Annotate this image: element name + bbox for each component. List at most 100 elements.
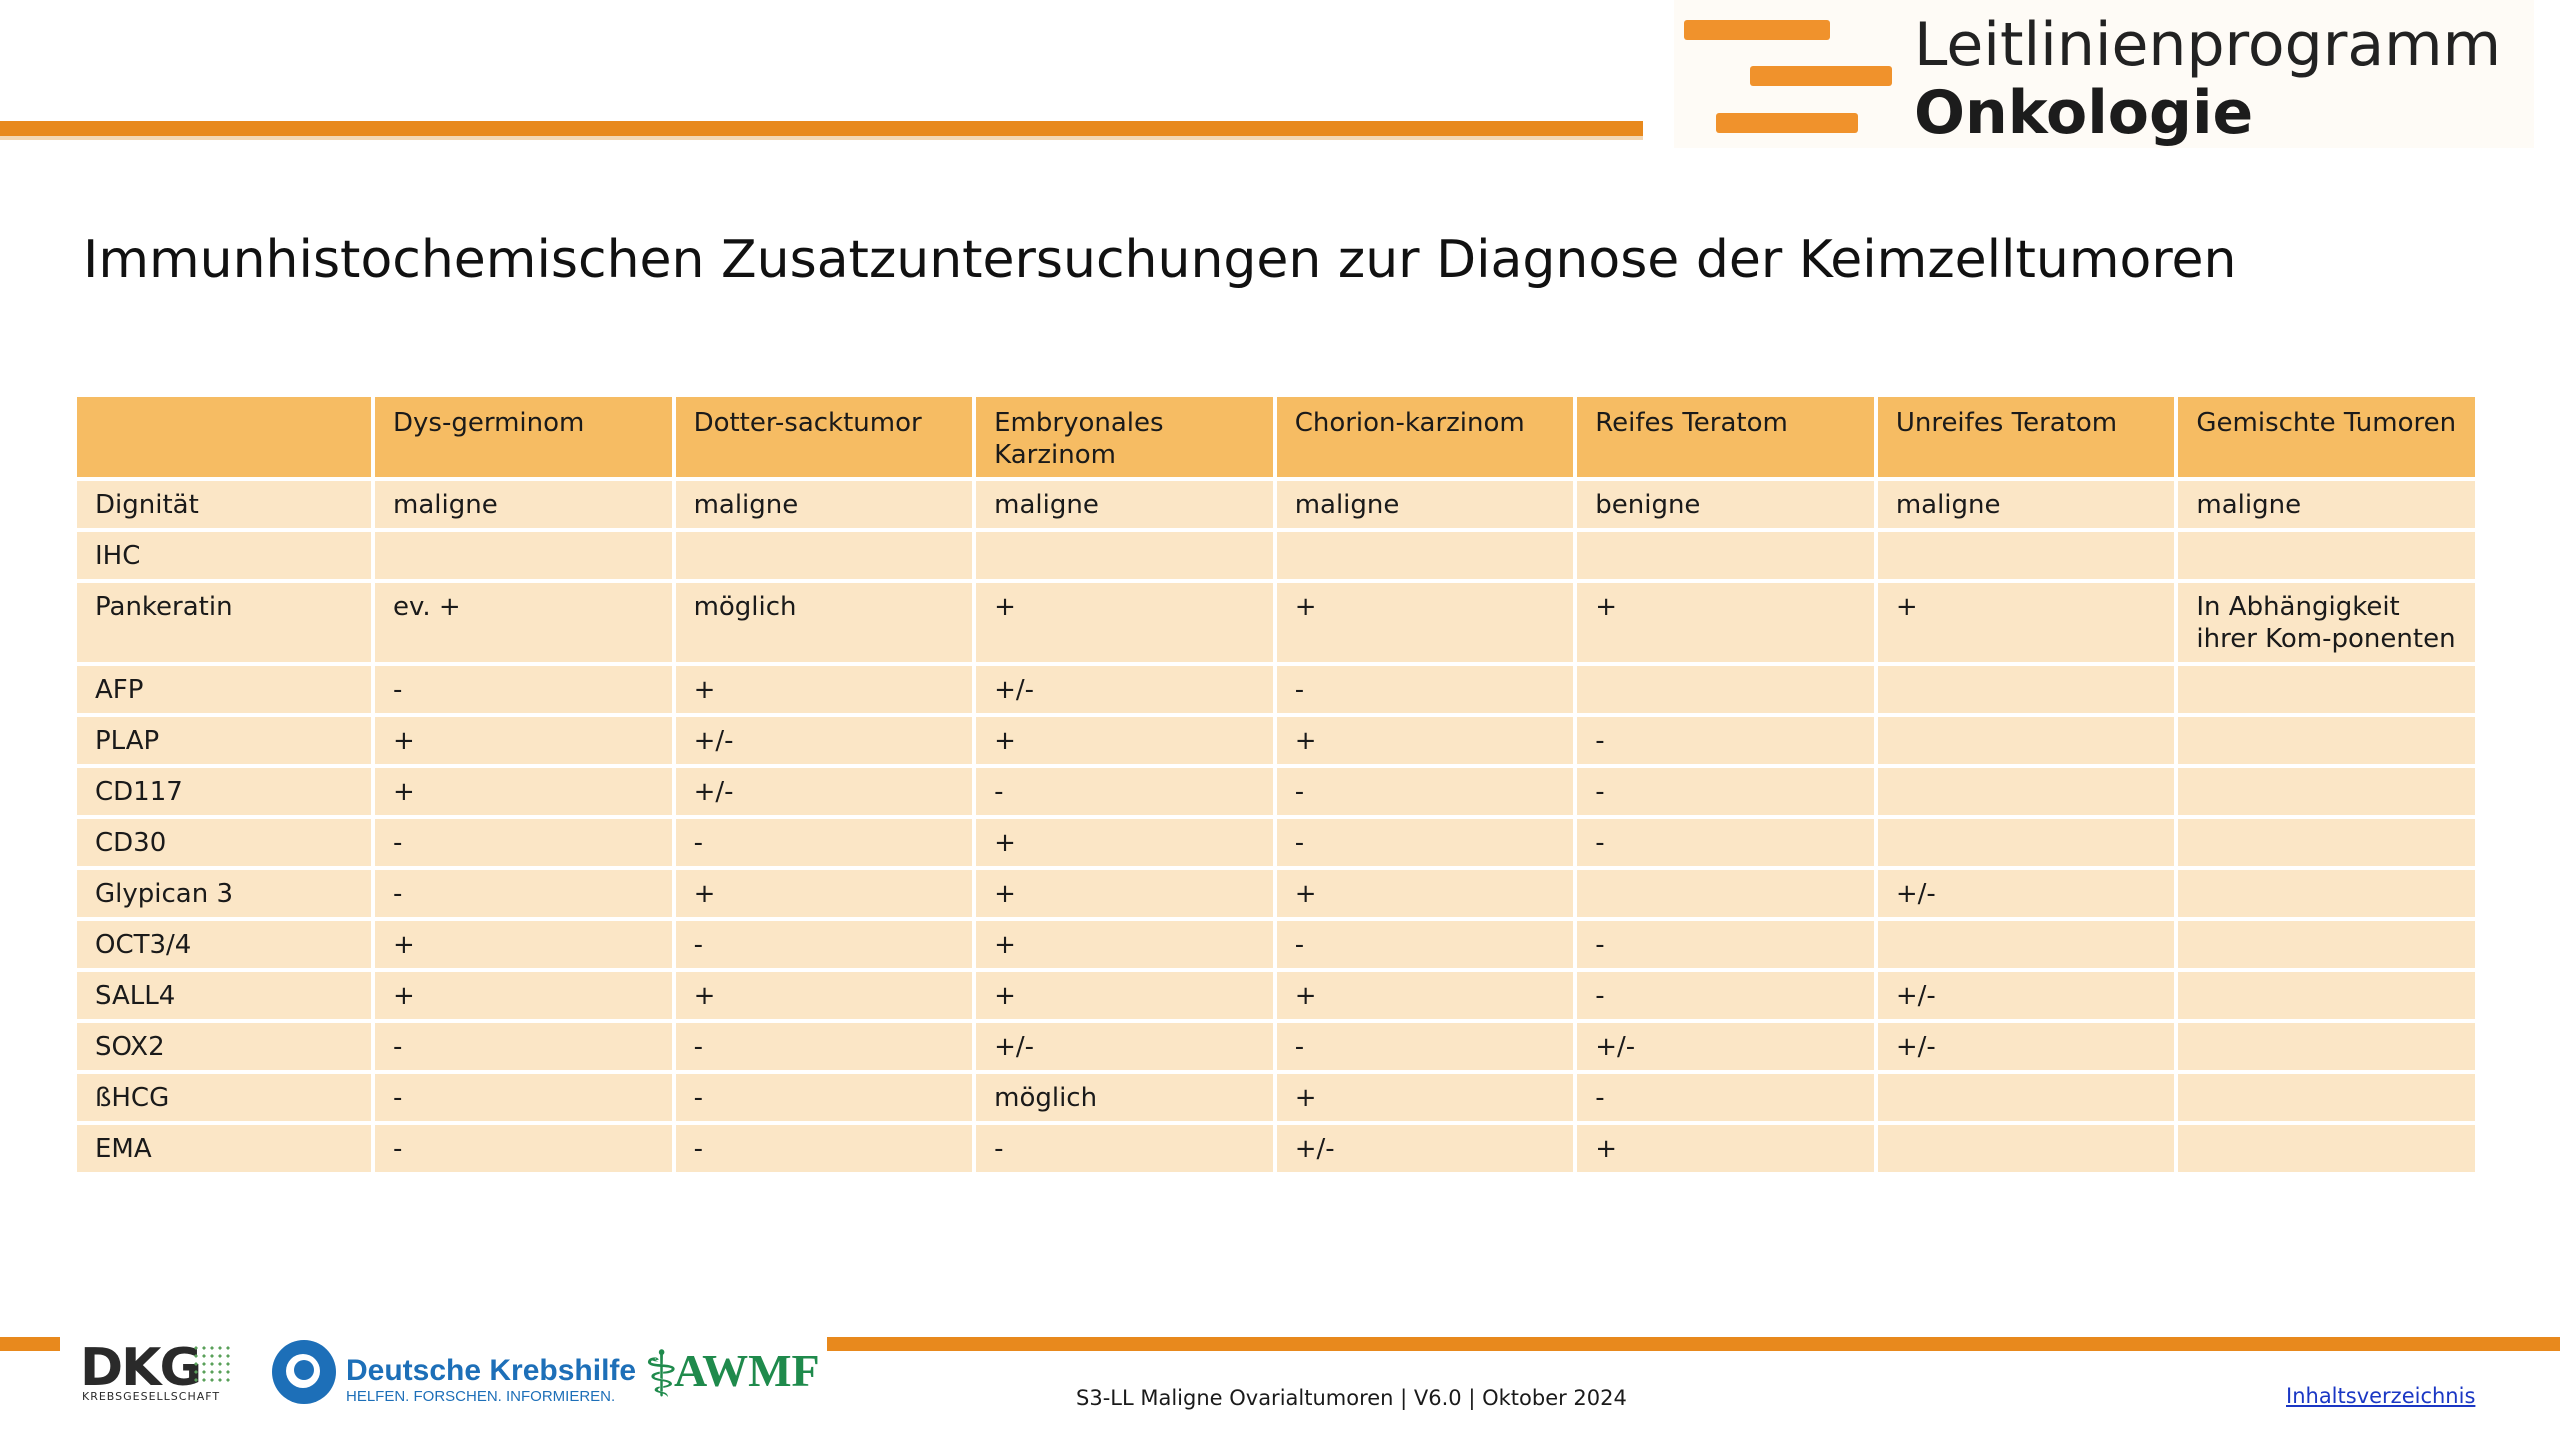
- column-header: Gemischte Tumoren: [2178, 397, 2475, 477]
- row-label-cell: AFP: [77, 666, 371, 713]
- table-cell: [1877, 1074, 2175, 1121]
- table-body: Dignität maligne maligne maligne maligne beni…: [77, 481, 2475, 1172]
- table-cell: maligne: [375, 481, 672, 528]
- column-header: Unreifes Teratom: [1877, 397, 2175, 477]
- table-cell: ev. +: [375, 583, 672, 662]
- table-cell: [2178, 717, 2475, 764]
- row-label-cell: Dignität: [77, 481, 371, 528]
- program-logo: [1674, 0, 2534, 148]
- table-cell: +: [976, 583, 1273, 662]
- table-cell: [2178, 921, 2475, 968]
- table-cell: -: [1276, 666, 1574, 713]
- table-row: CD117 + +/- - - -: [77, 768, 2475, 815]
- table-cell: maligne: [1276, 481, 1574, 528]
- table-cell: maligne: [1877, 481, 2175, 528]
- header-accent-rule-shadow: [0, 136, 1643, 140]
- dkg-logo-text: DKG: [80, 1338, 202, 1398]
- table-cell: [1877, 921, 2175, 968]
- table-cell: +: [675, 972, 973, 1019]
- table-cell: [2178, 1125, 2475, 1172]
- table-row: AFP - + +/- -: [77, 666, 2475, 713]
- table-cell: [1877, 1125, 2175, 1172]
- row-label-cell: SOX2: [77, 1023, 371, 1070]
- table-cell: +: [1276, 717, 1574, 764]
- row-label-cell: EMA: [77, 1125, 371, 1172]
- awmf-logo: ⚕ AWMF: [640, 1334, 820, 1414]
- table-cell: [1877, 666, 2175, 713]
- table-cell: -: [976, 768, 1273, 815]
- table-row: ßHCG - - möglich + -: [77, 1074, 2475, 1121]
- table-cell: In Abhängigkeit ihrer Kom-ponenten: [2178, 583, 2475, 662]
- table-cell: [1877, 768, 2175, 815]
- row-label-cell: SALL4: [77, 972, 371, 1019]
- table-cell: +: [675, 666, 973, 713]
- table-of-contents-link[interactable]: Inhaltsverzeichnis: [2286, 1384, 2476, 1408]
- column-header: Reifes Teratom: [1577, 397, 1874, 477]
- table-row: Glypican 3- + + + +/-: [77, 870, 2475, 917]
- table-cell: [1276, 532, 1574, 579]
- row-label-cell: ßHCG: [77, 1074, 371, 1121]
- table-cell: [1577, 870, 1874, 917]
- table-cell: [2178, 768, 2475, 815]
- table-cell: +/-: [1577, 1023, 1874, 1070]
- dkg-dots-icon: [192, 1344, 232, 1384]
- column-header: Dys-germinom: [375, 397, 672, 477]
- table-cell: +: [1276, 972, 1574, 1019]
- table-cell: +: [976, 717, 1273, 764]
- table-row: Pankeratin ev. + möglich + + + + In Abhängigkei…: [77, 583, 2475, 662]
- ihc-table: Dys-germinom Dotter-sacktumor Embryonale…: [73, 393, 2479, 1176]
- table-cell: maligne: [976, 481, 1273, 528]
- table-cell: +: [675, 870, 973, 917]
- table-cell: +: [375, 717, 672, 764]
- footer-accent-rule-right: [827, 1337, 2560, 1351]
- row-label-cell: IHC: [77, 532, 371, 579]
- table-cell: +: [976, 870, 1273, 917]
- table-row: SOX2- - +/- - +/- +/-: [77, 1023, 2475, 1070]
- table-cell: +/-: [1877, 1023, 2175, 1070]
- table-cell: -: [1577, 921, 1874, 968]
- table-row: IHC: [77, 532, 2475, 579]
- krebshilfe-slogan: HELFEN. FORSCHEN. INFORMIEREN.: [346, 1388, 616, 1405]
- awmf-logo-text: AWMF: [674, 1345, 820, 1396]
- table-cell: [2178, 972, 2475, 1019]
- table-cell: +/-: [675, 717, 973, 764]
- logo-bar-bottom: [1716, 113, 1858, 133]
- table-cell: -: [675, 1023, 973, 1070]
- row-label-cell: Pankeratin: [77, 583, 371, 662]
- table-cell: [2178, 1023, 2475, 1070]
- table-cell: +: [375, 921, 672, 968]
- table-row: CD30- - + - -: [77, 819, 2475, 866]
- table-cell: +: [1577, 583, 1874, 662]
- table-cell: [375, 532, 672, 579]
- logo-bar-middle: [1750, 66, 1892, 86]
- krebshilfe-logo: Deutsche Krebshilfe HELFEN. FORSCHEN. IN…: [272, 1338, 636, 1408]
- krebshilfe-swirl-icon: [272, 1340, 336, 1404]
- table-cell: -: [375, 1125, 672, 1172]
- table-cell: -: [675, 921, 973, 968]
- table-cell: +: [1577, 1125, 1874, 1172]
- caduceus-icon: ⚕: [644, 1338, 679, 1412]
- table-cell: -: [1276, 768, 1574, 815]
- table-cell: +: [375, 768, 672, 815]
- table-cell: [976, 532, 1273, 579]
- row-label-cell: CD30: [77, 819, 371, 866]
- table-cell: [2178, 819, 2475, 866]
- dkg-logo: DKG KREBSGESELLSCHAFT: [80, 1338, 240, 1408]
- table-cell: -: [1577, 819, 1874, 866]
- table-cell: möglich: [976, 1074, 1273, 1121]
- table-row: PLAP + +/- + + -: [77, 717, 2475, 764]
- table-cell: +/-: [976, 666, 1273, 713]
- logo-text-onkologie: Onkologie: [1914, 78, 2254, 148]
- table-row: EMA - - - +/- +: [77, 1125, 2475, 1172]
- table-cell: -: [1577, 768, 1874, 815]
- table-cell: -: [375, 1023, 672, 1070]
- row-label-cell: Glypican 3: [77, 870, 371, 917]
- table-cell: -: [375, 666, 672, 713]
- row-label-cell: CD117: [77, 768, 371, 815]
- table-cell: maligne: [2178, 481, 2475, 528]
- column-header: Dotter-sacktumor: [675, 397, 973, 477]
- column-header: [77, 397, 371, 477]
- krebshilfe-name: Deutsche Krebshilfe: [346, 1354, 637, 1387]
- table-cell: [1877, 532, 2175, 579]
- page-title: Immunhistochemischen Zusatzuntersuchunge…: [83, 230, 2237, 290]
